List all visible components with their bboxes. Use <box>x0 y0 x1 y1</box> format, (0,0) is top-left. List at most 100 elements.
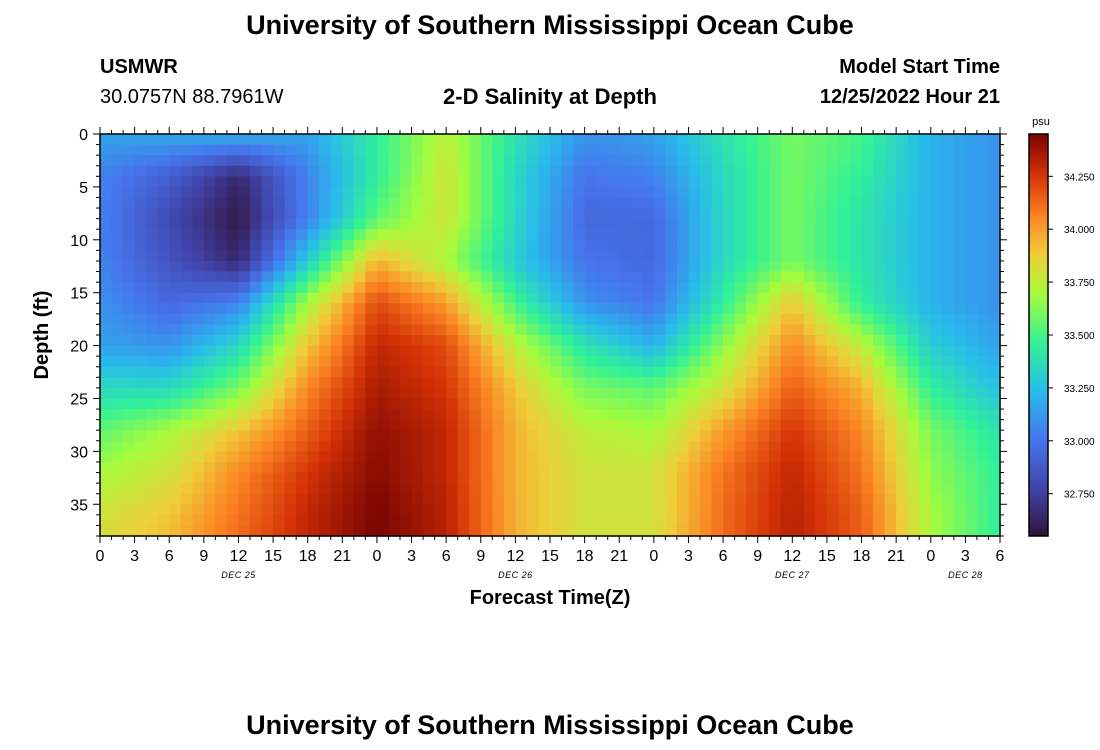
heatmap-cell <box>446 239 459 251</box>
heatmap-cell <box>157 313 170 326</box>
heatmap-cell <box>746 440 759 452</box>
heatmap-cell <box>342 303 355 315</box>
heatmap-cell <box>976 303 990 315</box>
heatmap-cell <box>573 208 586 220</box>
heatmap-cell <box>850 377 863 389</box>
heatmap-cell <box>884 197 897 209</box>
heatmap-cell <box>400 144 413 156</box>
heatmap-cell <box>942 229 955 241</box>
heatmap-cell <box>296 398 309 410</box>
heatmap-cell <box>642 525 655 537</box>
heatmap-cell <box>296 525 309 537</box>
heatmap-cell <box>711 208 724 220</box>
heatmap-cell <box>561 292 574 304</box>
heatmap-cell <box>619 155 632 167</box>
heatmap-cell <box>538 155 551 167</box>
heatmap-cell <box>261 197 274 209</box>
heatmap-cell <box>642 186 655 199</box>
heatmap-cell <box>584 260 597 273</box>
heatmap-cell <box>342 377 355 389</box>
heatmap-cell <box>111 229 124 241</box>
heatmap-cells <box>100 134 1001 537</box>
heatmap-cell <box>630 239 643 251</box>
heatmap-cell <box>250 134 263 146</box>
heatmap-cell <box>780 324 793 336</box>
heatmap-cell <box>757 313 770 326</box>
heatmap-cell <box>642 419 655 431</box>
heatmap-cell <box>296 324 309 336</box>
heatmap-cell <box>365 451 378 463</box>
heatmap-cell <box>769 155 782 167</box>
heatmap-cell <box>896 176 909 188</box>
heatmap-cell <box>838 430 851 442</box>
heatmap-cell <box>665 483 678 495</box>
heatmap-cell <box>850 313 863 326</box>
heatmap-cell <box>734 335 747 347</box>
heatmap-cell <box>757 197 770 209</box>
heatmap-cell <box>353 250 366 262</box>
heatmap-cell <box>584 461 597 474</box>
heatmap-cell <box>711 313 724 326</box>
heatmap-cell <box>976 271 990 283</box>
heatmap-cell <box>469 208 482 220</box>
heatmap-cell <box>526 430 540 442</box>
heatmap-cell <box>607 387 620 400</box>
heatmap-cell <box>919 377 932 389</box>
heatmap-cell <box>376 504 390 516</box>
heatmap-cell <box>919 461 932 474</box>
heatmap-cell <box>226 335 240 347</box>
heatmap-cell <box>111 345 124 357</box>
heatmap-cell <box>388 356 401 368</box>
heatmap-cell <box>988 472 1001 484</box>
heatmap-cell <box>400 292 413 304</box>
heatmap-cell <box>942 387 955 400</box>
heatmap-cell <box>792 292 805 304</box>
x-tick-label: 0 <box>96 548 105 565</box>
heatmap-cell <box>215 229 228 241</box>
heatmap-cell <box>792 409 805 421</box>
heatmap-cell <box>157 472 170 484</box>
heatmap-cell <box>538 525 551 537</box>
heatmap-cell <box>215 345 228 357</box>
heatmap-cell <box>711 504 724 516</box>
colorbar-tick-label: 33.250 <box>1064 384 1095 395</box>
x-axis: 0 3 6 9 12 15 18 21 0 3 6 9 12 15 18 21 0 3 6 9 12 15 18 21 0 3 6D… <box>96 127 1005 580</box>
heatmap-cell <box>238 303 251 315</box>
heatmap-cell <box>111 239 124 251</box>
heatmap-cell <box>688 483 701 495</box>
heatmap-cell <box>838 472 851 484</box>
heatmap-cell <box>573 493 586 505</box>
heatmap-cell <box>896 345 909 357</box>
x-tick-label: 15 <box>818 548 836 565</box>
heatmap-cell <box>457 176 470 188</box>
heatmap-cell <box>769 218 782 230</box>
heatmap-cell <box>919 155 932 167</box>
heatmap-cell <box>123 303 136 315</box>
heatmap-cell <box>226 483 240 495</box>
heatmap-cell <box>653 345 666 357</box>
heatmap-cell <box>192 303 205 315</box>
heatmap-cell <box>169 271 182 283</box>
heatmap-cell <box>873 260 886 273</box>
heatmap-cell <box>215 155 228 167</box>
heatmap-cell <box>884 176 897 188</box>
heatmap-cell <box>526 250 540 262</box>
heatmap-cell <box>815 260 828 273</box>
heatmap-cell <box>619 387 632 400</box>
heatmap-cell <box>100 451 113 463</box>
heatmap-cell <box>550 134 563 146</box>
heatmap-cell <box>526 144 540 156</box>
heatmap-cell <box>596 208 609 220</box>
heatmap-cell <box>400 239 413 251</box>
heatmap-cell <box>584 398 597 410</box>
day-label: DEC 28 <box>948 570 983 580</box>
heatmap-cell <box>469 155 482 167</box>
heatmap-cell <box>203 398 216 410</box>
heatmap-cell <box>550 483 563 495</box>
heatmap-cell <box>976 197 990 209</box>
heatmap-cell <box>550 313 563 326</box>
heatmap-cell <box>180 493 193 505</box>
heatmap-cell <box>146 271 159 283</box>
heatmap-cell <box>203 292 216 304</box>
heatmap-cell <box>307 472 320 484</box>
